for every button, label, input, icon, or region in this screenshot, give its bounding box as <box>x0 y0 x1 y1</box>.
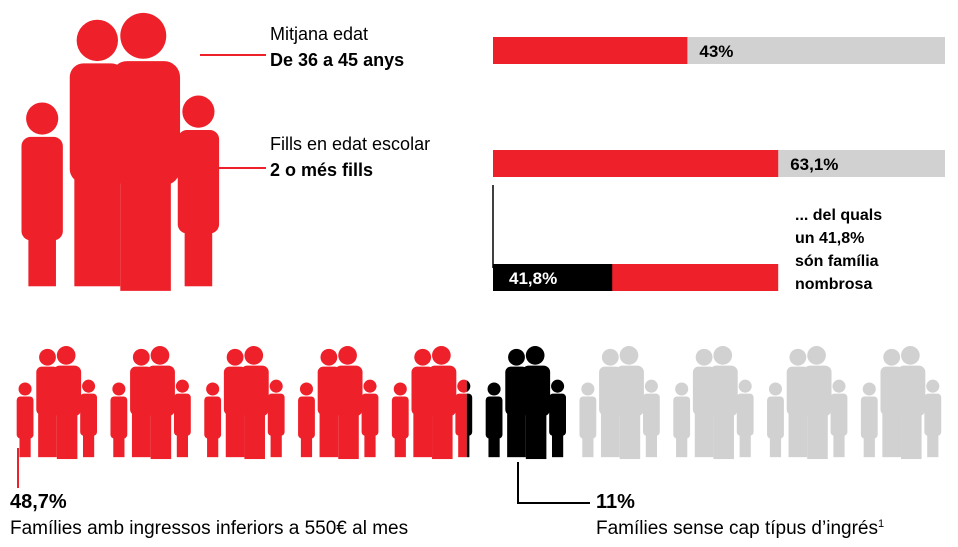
low-income-text: Famílies amb ingressos inferiors a 550€ … <box>10 518 408 539</box>
note-line: nombrosa <box>795 276 872 293</box>
note-line: ... del quals <box>795 207 882 224</box>
no-income-percent: 11% <box>596 491 635 513</box>
page: Mitjana edat De 36 a 45 anys Fills en ed… <box>0 0 958 547</box>
icons <box>10 338 948 468</box>
footnote: 1 <box>878 518 884 530</box>
no-income-text: Famílies sense cap típus d’ingrés1 <box>596 518 884 539</box>
children-value: 2 o més fills <box>270 160 373 180</box>
low-income-percent: 48,7% <box>10 491 67 513</box>
icons-share <box>467 338 570 468</box>
bar-label: 63,1% <box>790 155 838 174</box>
connector <box>518 462 590 503</box>
note: ... del quals un 41,8% són família nombrosa <box>795 207 882 293</box>
age-value: De 36 a 45 anys <box>270 50 404 70</box>
big-family-icon <box>21 13 219 291</box>
bar-label: 41,8% <box>509 269 557 288</box>
note-line: un 41,8% <box>795 230 864 247</box>
children-label: Fills en edat escolar <box>270 134 430 154</box>
icons-share <box>10 338 467 468</box>
bar <box>493 150 778 177</box>
bar <box>493 37 687 64</box>
age-label: Mitjana edat <box>270 24 368 44</box>
note-line: són família <box>795 253 879 270</box>
bar-label: 43% <box>699 42 733 61</box>
icon-fill <box>10 338 948 468</box>
infographic: Mitjana edat De 36 a 45 anys Fills en ed… <box>0 0 958 547</box>
no-income-text-main: Famílies sense cap típus d’ingrés <box>596 518 878 539</box>
